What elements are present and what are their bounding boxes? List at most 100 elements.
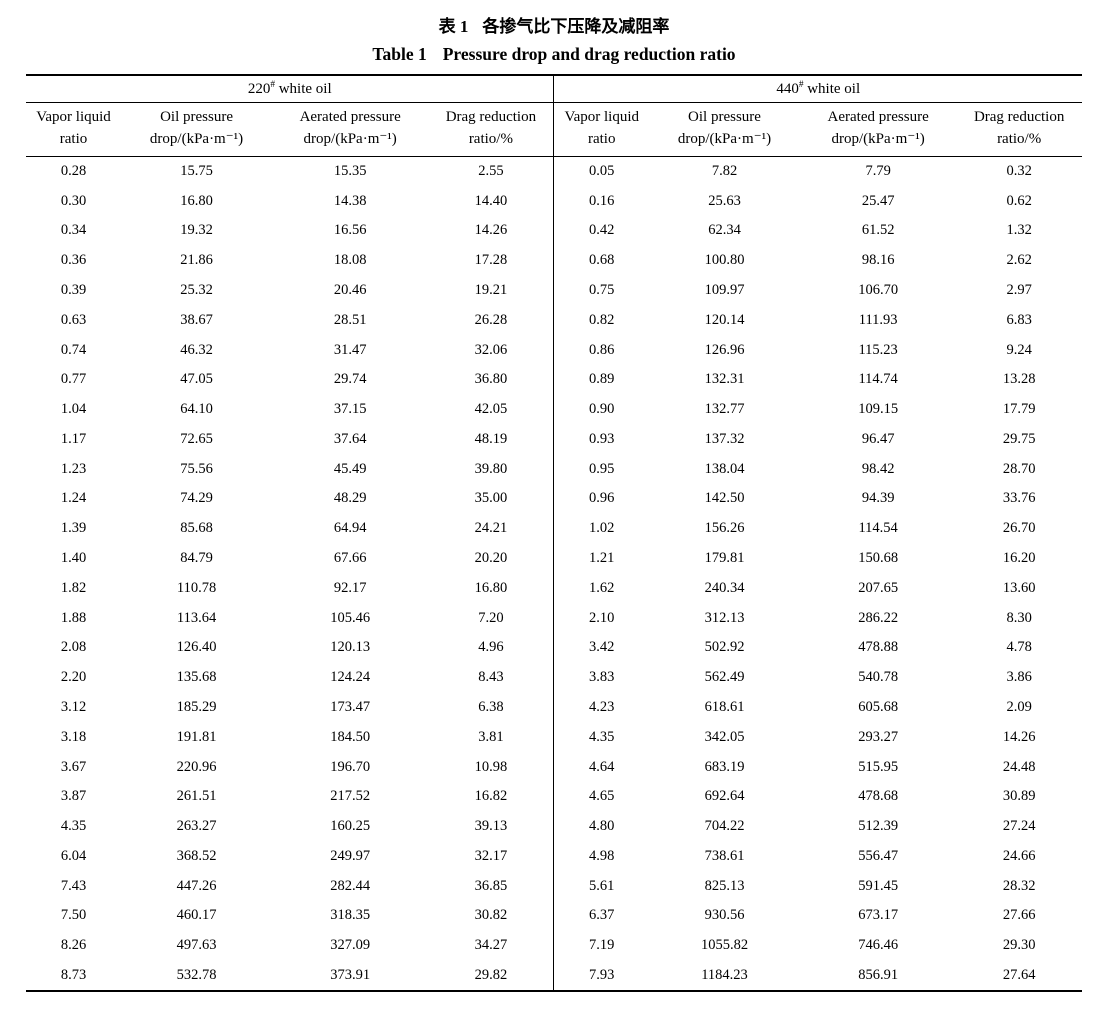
table-row: 1.24 74.29 48.29 35.00 0.96 142.50 94.39 33.76 bbox=[26, 484, 1082, 514]
table-cell: 94.39 bbox=[861, 490, 895, 507]
table-cell: 85.68 bbox=[180, 520, 213, 537]
table-cell: 111.93 bbox=[858, 311, 898, 328]
table-cell: 1.17 bbox=[60, 430, 87, 447]
table-cell: 62.34 bbox=[708, 222, 741, 239]
table-cell: 0.63 bbox=[60, 311, 87, 328]
table-cell: 10.98 bbox=[474, 758, 508, 775]
table-cell: 21.86 bbox=[180, 252, 213, 269]
table-cell: 3.67 bbox=[60, 758, 87, 775]
table-cell: 562.49 bbox=[704, 669, 745, 686]
group-header-440-text: white oil bbox=[803, 81, 861, 97]
table-cell: 4.98 bbox=[553, 841, 649, 872]
table-cell: 42.05 bbox=[474, 401, 508, 418]
table-cell: 497.63 bbox=[176, 937, 217, 954]
table-cell: 18.08 bbox=[333, 252, 367, 269]
table-row: 2.20 135.68 124.24 8.43 3.83 562.49 540.78 3.86 bbox=[26, 662, 1082, 693]
table-cell: 1.32 bbox=[1006, 222, 1032, 239]
table-cell: 16.80 bbox=[180, 192, 213, 209]
table-cell: 92.17 bbox=[333, 579, 367, 596]
table-cell: 856.91 bbox=[858, 966, 899, 983]
table-cell: 0.77 bbox=[60, 371, 87, 388]
table-cell: 16.82 bbox=[474, 788, 508, 805]
table-cell: 1.02 bbox=[553, 513, 649, 544]
table-cell: 1.21 bbox=[553, 543, 649, 574]
table-cell: 191.81 bbox=[176, 728, 217, 745]
table-cell: 0.32 bbox=[1006, 162, 1032, 179]
table-row: 0.28 15.75 15.35 2.55 0.05 7.82 7.79 0.32 bbox=[26, 156, 1082, 187]
table-cell: 13.60 bbox=[1002, 579, 1036, 596]
table-cell: 261.51 bbox=[176, 788, 217, 805]
table-cell: 605.68 bbox=[858, 698, 899, 715]
table-cell: 13.28 bbox=[1002, 371, 1036, 388]
table-cell: 64.10 bbox=[180, 401, 213, 418]
table-cell: 33.76 bbox=[1002, 490, 1036, 507]
table-cell: 16.20 bbox=[1002, 550, 1036, 567]
table-cell: 47.05 bbox=[180, 371, 213, 388]
table-cell: 29.30 bbox=[1002, 937, 1036, 954]
table-cell: 126.40 bbox=[176, 639, 217, 656]
table-row: 4.35 263.27 160.25 39.13 4.80 704.22 512.39 27.… bbox=[26, 811, 1082, 842]
table-row: 0.74 46.32 31.47 32.06 0.86 126.96 115.23 9.24 bbox=[26, 335, 1082, 365]
table-cell: 2.55 bbox=[478, 162, 504, 179]
table-cell: 37.64 bbox=[333, 430, 367, 447]
table-cell: 45.49 bbox=[333, 460, 367, 477]
table-cell: 1.82 bbox=[60, 579, 87, 596]
table-row: 0.36 21.86 18.08 17.28 0.68 100.80 98.16 2.62 bbox=[26, 245, 1082, 276]
table-cell: 447.26 bbox=[176, 877, 217, 894]
table-cell: 2.97 bbox=[1006, 282, 1032, 299]
column-header-drag-reduction-ratio-220: Drag reduction ratio/% bbox=[428, 102, 554, 157]
table-cell: 327.09 bbox=[330, 937, 371, 954]
group-header-row: 220# white oil 440# white oil bbox=[26, 75, 1082, 103]
table-cell: 4.96 bbox=[478, 639, 504, 656]
group-header-220: 220# white oil bbox=[26, 75, 554, 103]
table-cell: 132.77 bbox=[704, 401, 745, 418]
table-cell: 249.97 bbox=[330, 847, 371, 864]
table-cell: 196.70 bbox=[330, 758, 371, 775]
table-cell: 0.82 bbox=[553, 305, 649, 336]
table-cell: 3.42 bbox=[553, 633, 649, 663]
table-title-en-text: Pressure drop and drag reduction ratio bbox=[442, 44, 736, 64]
table-cell: 36.80 bbox=[474, 371, 508, 388]
table-cell: 9.24 bbox=[1006, 341, 1032, 358]
table-cell: 26.28 bbox=[474, 311, 508, 328]
table-cell: 48.19 bbox=[474, 430, 508, 447]
table-cell: 150.68 bbox=[858, 550, 899, 567]
table-row: 0.34 19.32 16.56 14.26 0.42 62.34 61.52 1.32 bbox=[26, 216, 1082, 246]
table-cell: 185.29 bbox=[176, 698, 217, 715]
table-cell: 7.79 bbox=[865, 162, 891, 179]
table-cell: 1055.82 bbox=[700, 937, 749, 954]
table-cell: 2.20 bbox=[60, 669, 87, 686]
table-title-cn: 表 1 各掺气比下压降及减阻率 bbox=[26, 12, 1082, 37]
table-cell: 591.45 bbox=[858, 877, 899, 894]
table-cell: 4.64 bbox=[553, 752, 649, 782]
table-cell: 7.82 bbox=[711, 162, 738, 179]
table-cell: 0.05 bbox=[553, 156, 649, 187]
table-cell: 7.19 bbox=[553, 930, 649, 961]
table-cell: 240.34 bbox=[704, 579, 745, 596]
table-cell: 74.29 bbox=[180, 490, 213, 507]
table-cell: 84.79 bbox=[180, 550, 213, 567]
pressure-drop-table: 220# white oil 440# white oil Vapor liqu… bbox=[26, 74, 1082, 993]
table-cell: 46.32 bbox=[180, 341, 213, 358]
table-cell: 39.80 bbox=[474, 460, 508, 477]
table-cell: 96.47 bbox=[861, 430, 895, 447]
table-cell: 0.93 bbox=[553, 424, 649, 455]
table-cell: 4.35 bbox=[553, 722, 649, 753]
table-cell: 14.26 bbox=[474, 222, 508, 239]
table-cell: 29.82 bbox=[474, 966, 508, 983]
table-cell: 618.61 bbox=[704, 698, 745, 715]
table-cell: 373.91 bbox=[330, 966, 371, 983]
table-title-en-label: Table 1 bbox=[372, 44, 427, 64]
table-cell: 98.42 bbox=[861, 460, 895, 477]
table-row: 1.04 64.10 37.15 42.05 0.90 132.77 109.15 17.79 bbox=[26, 394, 1082, 425]
table-cell: 72.65 bbox=[180, 430, 213, 447]
table-cell: 8.26 bbox=[60, 937, 87, 954]
table-cell: 673.17 bbox=[858, 907, 899, 924]
table-cell: 48.29 bbox=[333, 490, 367, 507]
column-header-aerated-pressure-drop-440: Aerated pressure drop/(kPa·m⁻¹) bbox=[800, 102, 957, 157]
table-cell: 7.43 bbox=[60, 877, 87, 894]
table-cell: 4.65 bbox=[553, 781, 649, 812]
table-cell: 0.89 bbox=[553, 364, 649, 395]
table-cell: 16.56 bbox=[333, 222, 367, 239]
table-row: 7.43 447.26 282.44 36.85 5.61 825.13 591.45 28.… bbox=[26, 871, 1082, 902]
